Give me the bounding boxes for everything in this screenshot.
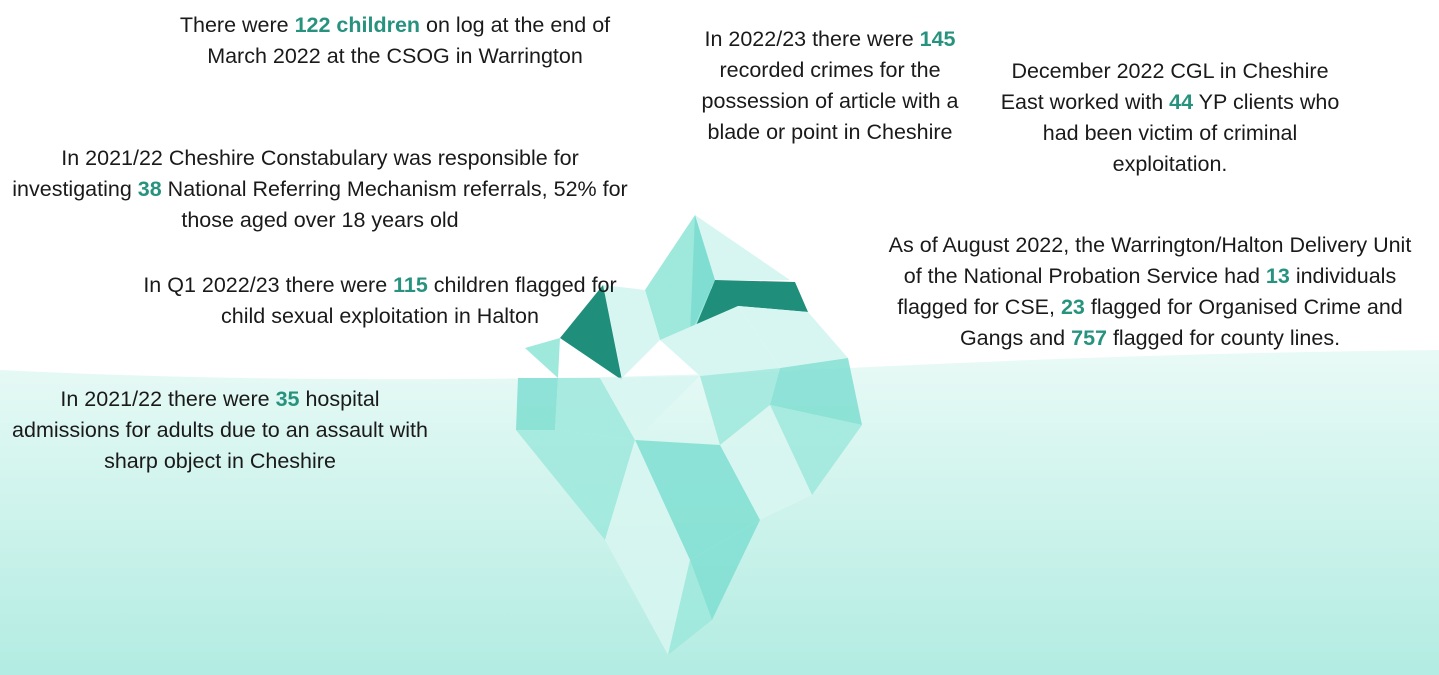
highlight-figure: 115 [393,273,428,297]
callout-text: hospital admissions for adults due to an… [12,387,434,473]
iceberg-facet [720,405,812,520]
callout-text: In Q1 2022/23 there were [143,273,394,297]
highlight-figure: 122 children [294,13,421,37]
highlight-figure: 757 [1071,326,1107,350]
iceberg-facet [770,358,862,425]
callout-text: on log at the end of March 2022 at the C… [207,13,617,68]
iceberg-facet [690,520,760,620]
iceberg-facet [516,378,558,430]
iceberg-facet [560,285,622,380]
iceberg-facet [600,376,700,440]
iceberg-facet [693,280,808,333]
callout-text: In 2021/22 Cheshire Constabulary was res… [12,146,585,201]
callout-text: individuals flagged for CSE, [897,264,1403,319]
callout-blade: In 2022/23 there were 145 recorded crime… [690,24,970,148]
iceberg-facet [516,430,635,540]
callout-cse-halton: In Q1 2022/23 there were 115 children fl… [140,270,620,332]
callout-text: December 2022 CGL in Cheshire East worke… [1000,59,1335,114]
callout-probation: As of August 2022, the Warrington/Halton… [880,230,1420,354]
highlight-figure: 23 [1060,295,1085,319]
iceberg-facet [635,440,760,560]
callout-nrm: In 2021/22 Cheshire Constabulary was res… [5,143,635,236]
callout-text: As of August 2022, the Warrington/Halton… [888,233,1418,288]
iceberg-facet [770,405,862,495]
callout-text: In 2021/22 there were [60,387,276,411]
iceberg-facet [525,338,560,378]
callout-text: flagged for Organised Crime and Gangs an… [959,295,1409,350]
callout-hospital: In 2021/22 there were 35 hospital admiss… [10,384,430,477]
iceberg-facet [700,368,780,445]
iceberg-facet [555,378,635,440]
iceberg-below-water [516,358,862,655]
iceberg-facet [668,560,712,655]
callout-text: recorded crimes for the possession of ar… [701,27,965,144]
highlight-figure: 145 [919,27,956,51]
highlight-figure: 38 [137,177,162,201]
iceberg-facet [605,440,690,655]
iceberg-facet [738,306,848,368]
iceberg-facet [660,306,780,376]
callout-text: children flagged for child sexual exploi… [221,273,623,328]
iceberg-facet [695,215,790,280]
iceberg-facet [690,215,715,335]
callout-csog: There were 122 children on log at the en… [160,10,630,72]
callout-text: flagged for county lines. [1106,326,1341,350]
callout-text: In 2022/23 there were [704,27,920,51]
iceberg-above-water [525,215,848,380]
iceberg-facet [603,285,660,378]
callout-text: YP clients who had been victim of crimin… [1042,90,1346,176]
highlight-figure: 13 [1265,264,1290,288]
callout-text: There were [179,13,295,37]
callout-cgl: December 2022 CGL in Cheshire East worke… [1000,56,1340,180]
highlight-figure: 44 [1169,90,1194,114]
highlight-figure: 35 [275,387,300,411]
callout-text: National Referring Mechanism referrals, … [161,177,634,232]
